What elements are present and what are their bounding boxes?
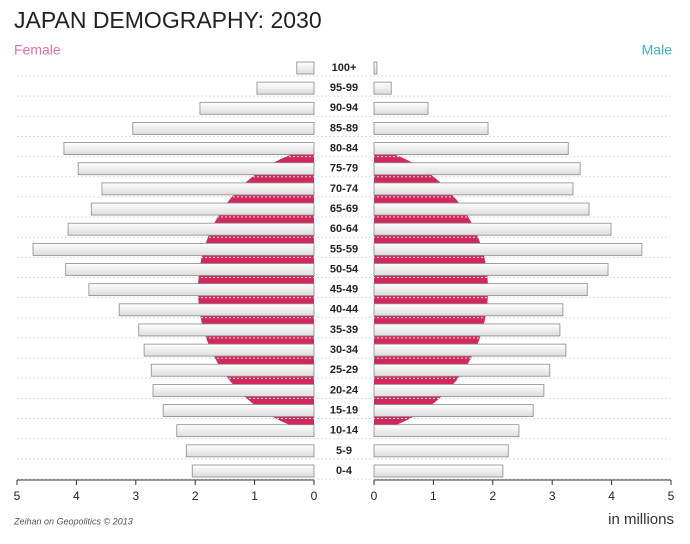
bar — [176, 424, 315, 438]
bar — [373, 202, 590, 216]
bar — [296, 61, 315, 75]
bar — [185, 444, 315, 458]
age-label: 60-64 — [330, 223, 359, 235]
bar — [373, 303, 564, 317]
x-tick-label: 4 — [73, 489, 80, 503]
bar — [101, 182, 315, 196]
age-label: 45-49 — [330, 284, 358, 296]
age-label: 80-84 — [330, 143, 359, 155]
age-label: 30-34 — [330, 344, 359, 356]
x-axis-label: in millions — [608, 511, 674, 528]
age-label: 85-89 — [330, 122, 358, 134]
legend-male: Male — [642, 42, 673, 58]
age-label: 75-79 — [330, 163, 358, 175]
age-label: 70-74 — [330, 183, 359, 195]
bar — [373, 242, 643, 256]
age-label: 50-54 — [330, 263, 359, 275]
x-tick-label: 4 — [608, 489, 615, 503]
bar — [373, 343, 567, 357]
x-tick-label: 2 — [192, 489, 199, 503]
age-label: 15-19 — [330, 404, 358, 416]
bar — [191, 464, 315, 478]
age-label: 5-9 — [336, 445, 352, 457]
age-label: 40-44 — [330, 304, 359, 316]
bar — [118, 303, 315, 317]
x-tick-label: 1 — [430, 489, 437, 503]
bar — [162, 404, 315, 417]
bar — [373, 101, 429, 115]
age-label: 55-59 — [330, 243, 358, 255]
bar — [256, 81, 315, 95]
age-label: 95-99 — [330, 82, 358, 94]
x-tick-label: 3 — [549, 489, 556, 503]
x-tick-label: 0 — [311, 489, 318, 503]
age-label: 100+ — [332, 62, 357, 74]
age-label: 0-4 — [336, 465, 353, 477]
x-tick-label: 3 — [132, 489, 139, 503]
bar — [90, 202, 315, 216]
x-tick-label: 0 — [371, 489, 378, 503]
bar — [373, 464, 504, 478]
bar — [373, 162, 581, 176]
bar — [373, 182, 574, 196]
bar — [373, 142, 569, 156]
bar — [373, 444, 509, 458]
bar — [373, 363, 551, 377]
bar — [373, 263, 609, 276]
bar — [373, 61, 378, 75]
bar — [63, 142, 315, 156]
bar — [152, 383, 315, 397]
bar — [67, 222, 315, 236]
age-label: 10-14 — [330, 425, 359, 437]
label-column — [314, 50, 374, 490]
bar — [373, 283, 588, 297]
chart-title: JAPAN DEMOGRAPHY: 2030 — [14, 7, 322, 33]
bar — [199, 101, 315, 115]
bar — [373, 81, 392, 95]
age-label: 90-94 — [330, 102, 359, 114]
x-tick-label: 5 — [14, 489, 21, 503]
age-label: 25-29 — [330, 364, 358, 376]
bar — [373, 404, 534, 417]
bar — [132, 122, 315, 135]
bar — [150, 363, 315, 377]
x-tick-label: 1 — [251, 489, 258, 503]
x-tick-label: 5 — [668, 489, 675, 503]
legend-female: Female — [14, 42, 61, 58]
bar — [373, 122, 489, 135]
bar — [373, 383, 545, 397]
source-note: Zeihan on Geopolitics © 2013 — [13, 516, 133, 526]
bar — [32, 242, 315, 256]
x-tick-label: 2 — [489, 489, 496, 503]
bar — [373, 222, 612, 236]
bar — [77, 162, 315, 176]
age-label: 20-24 — [330, 384, 359, 396]
age-label: 35-39 — [330, 324, 358, 336]
bar — [373, 424, 520, 438]
bar — [143, 343, 315, 357]
bar — [373, 323, 561, 337]
age-label: 65-69 — [330, 203, 358, 215]
bar — [138, 323, 315, 337]
bar — [88, 283, 315, 297]
bar — [65, 263, 315, 276]
